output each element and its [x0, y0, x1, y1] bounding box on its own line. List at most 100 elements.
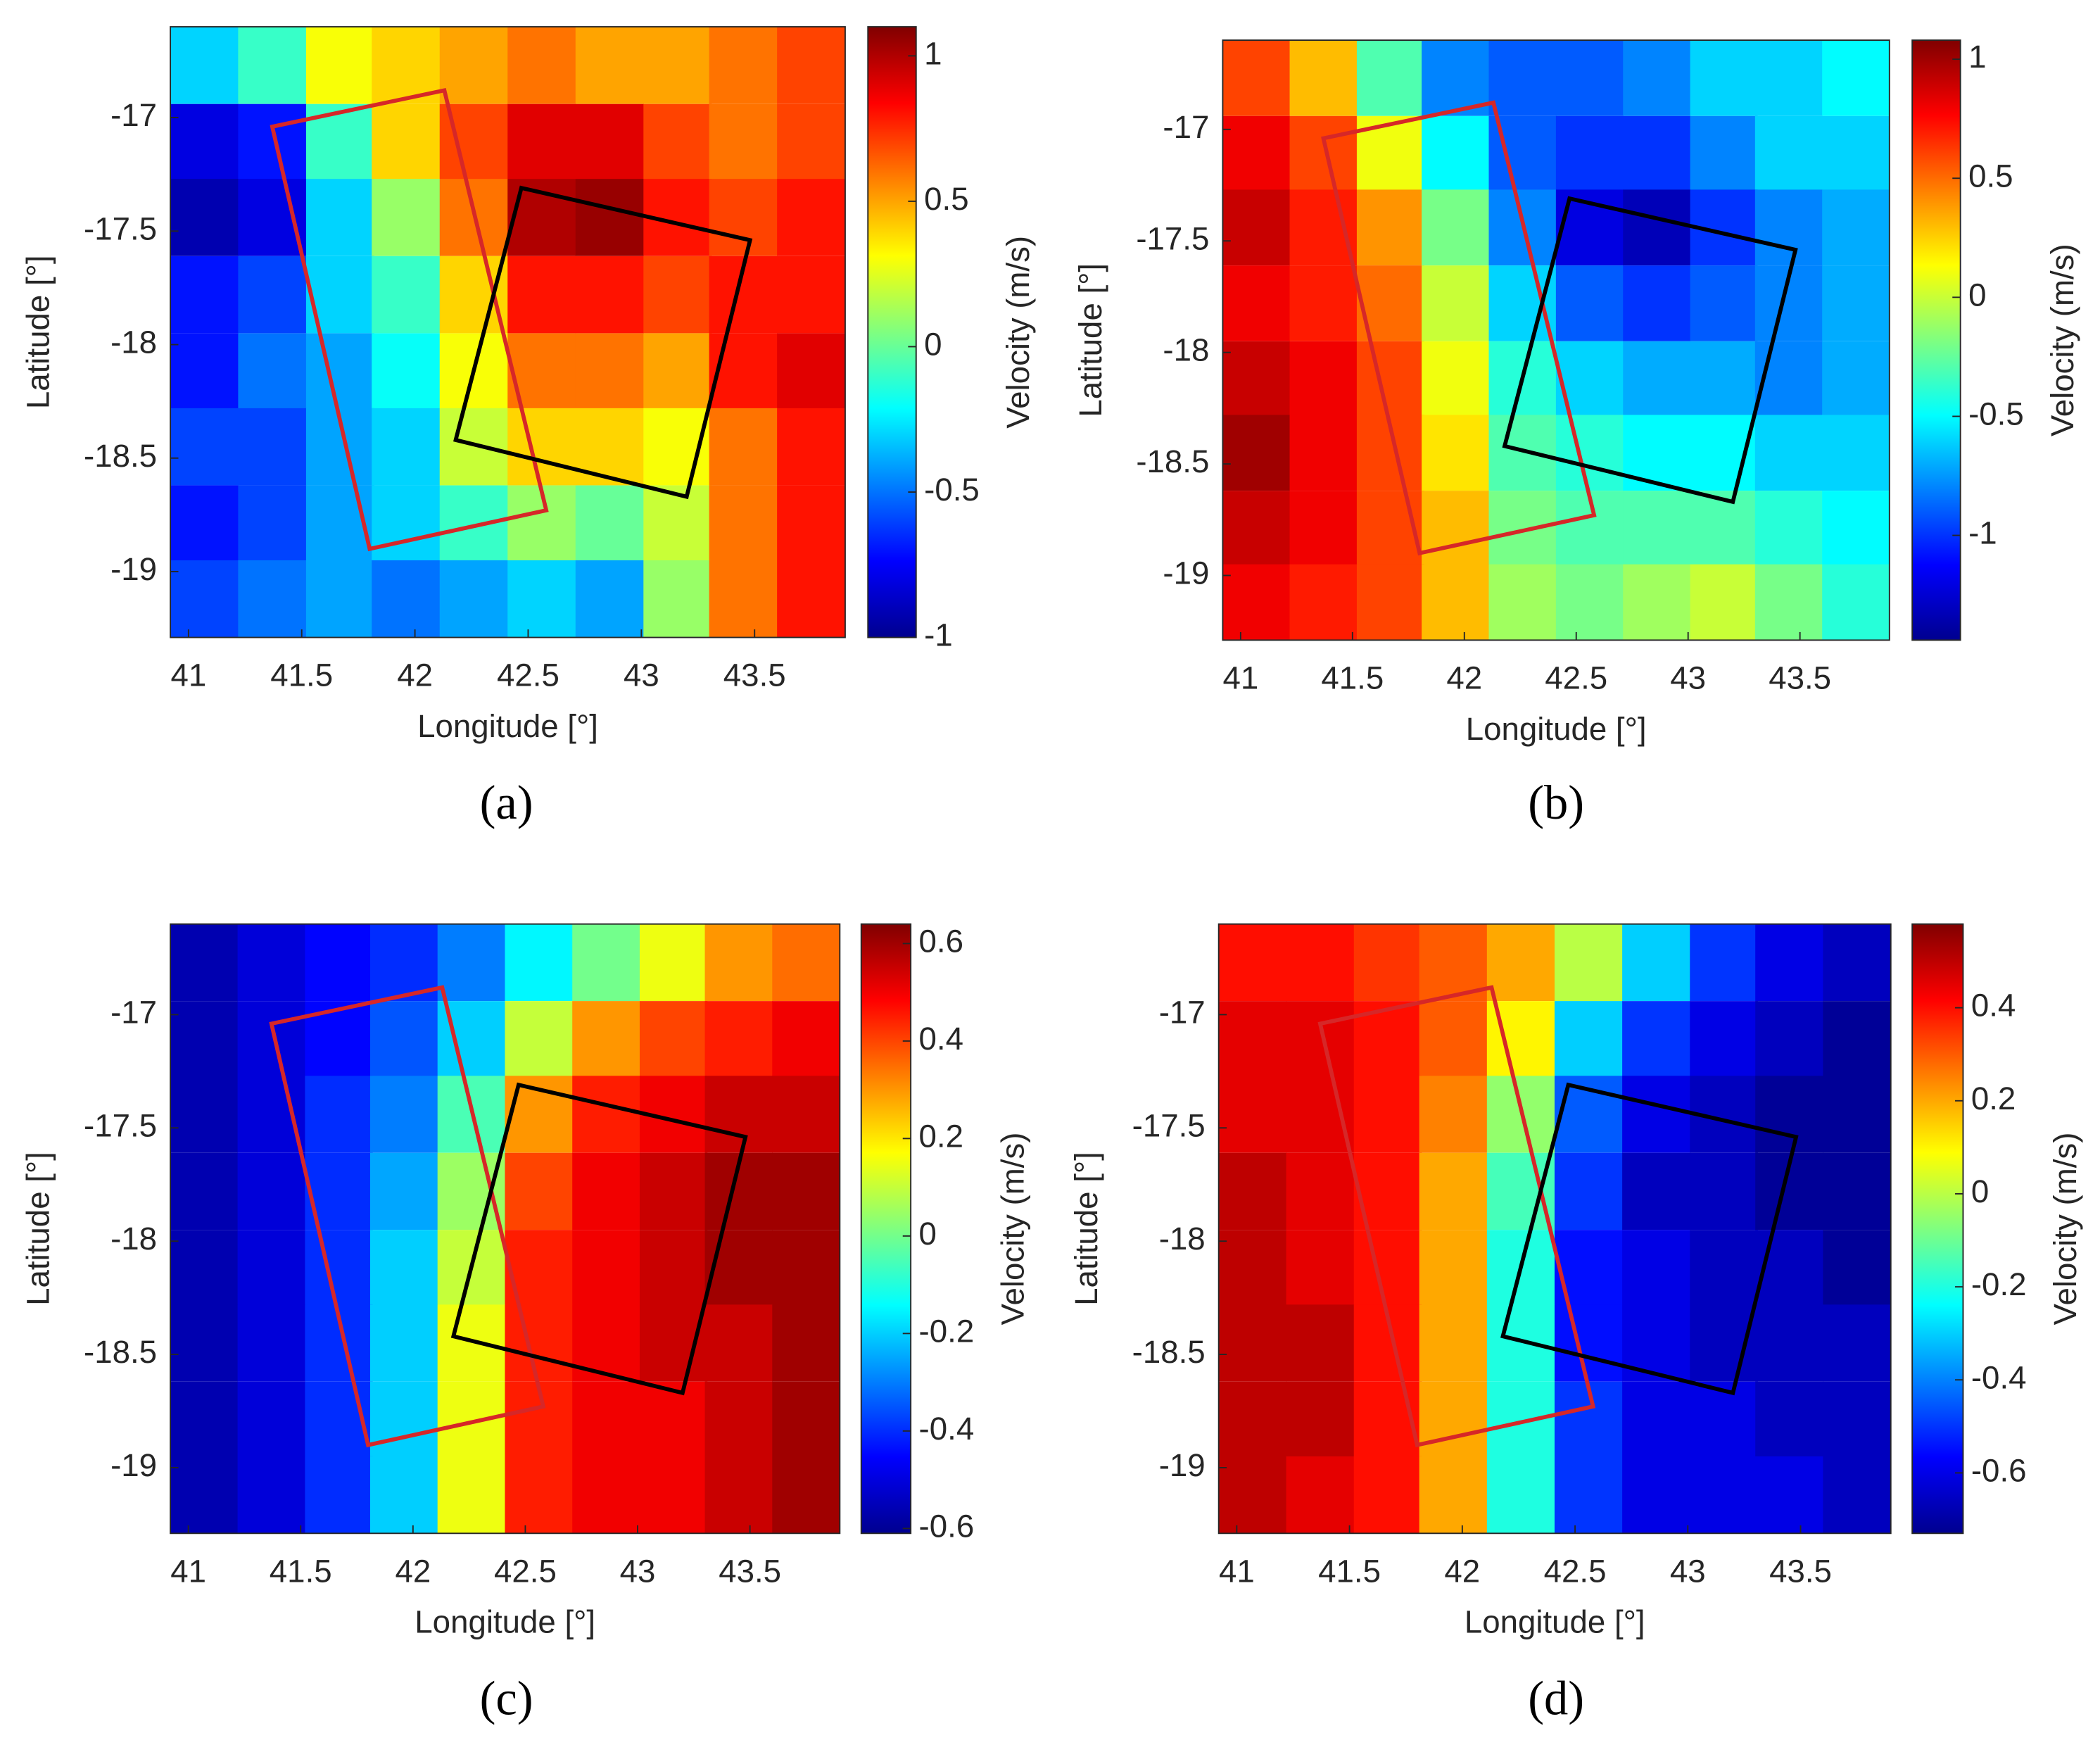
heat-cell — [639, 1152, 708, 1230]
heat-cell — [704, 1304, 773, 1382]
heat-cell — [1419, 1001, 1488, 1078]
heat-cell — [1822, 40, 1890, 116]
heat-cell — [777, 27, 845, 104]
heat-cell — [170, 1381, 239, 1459]
heat-cell — [507, 103, 576, 182]
heat-cell — [238, 179, 307, 256]
heat-cell — [170, 1076, 239, 1153]
heat-cell — [170, 1304, 239, 1382]
heat-cell — [1286, 1076, 1355, 1153]
heat-cell — [1822, 491, 1890, 567]
heat-cell — [238, 103, 307, 182]
heat-cell — [639, 1304, 708, 1382]
heat-cell — [1554, 1304, 1623, 1382]
heat-cell — [1419, 1456, 1488, 1534]
colorbar-tick-label: 0.4 — [1971, 988, 2016, 1024]
heat-cell — [369, 1152, 438, 1230]
heat-cell — [1422, 265, 1489, 341]
heat-cell — [1422, 491, 1489, 567]
heat-cell — [507, 27, 576, 104]
heat-cell — [1822, 115, 1890, 192]
heat-cell — [1289, 40, 1358, 116]
heat-cell — [575, 485, 644, 563]
heat-cell — [1289, 491, 1358, 567]
colorbar-tick-label: 0 — [1968, 277, 1986, 313]
heat-cell — [1286, 1456, 1355, 1534]
heat-cell — [1555, 189, 1624, 266]
heat-cell — [1822, 415, 1890, 491]
heat-cell — [643, 408, 712, 486]
heat-cell — [1822, 341, 1890, 417]
heat-cell — [1622, 1001, 1690, 1078]
heat-cell — [777, 179, 845, 256]
heat-cell — [1754, 415, 1823, 491]
heat-cell — [772, 1381, 840, 1459]
heat-cell — [1755, 1381, 1823, 1459]
heat-cell — [1755, 1230, 1823, 1307]
panel-label: (b) — [1528, 776, 1584, 829]
heat-cell — [709, 27, 778, 104]
heat-cell — [772, 1076, 840, 1153]
heat-cell — [1218, 1381, 1287, 1459]
x-tick-label: 43.5 — [719, 1553, 781, 1589]
colorbar-tick-label: -0.2 — [919, 1313, 975, 1349]
heat-cell — [1488, 564, 1557, 641]
heat-cell — [439, 27, 508, 104]
x-tick-label: 42 — [1446, 660, 1482, 696]
heat-cell — [1690, 1381, 1758, 1459]
heat-cell — [1419, 1304, 1488, 1382]
heat-cell — [1755, 1304, 1823, 1382]
heat-cell — [437, 924, 505, 1002]
heat-cell — [704, 1076, 773, 1153]
heat-cell — [572, 924, 640, 1002]
heat-cell — [709, 103, 778, 182]
heat-cell — [1690, 1152, 1758, 1230]
colorbar-tick-label: 1 — [924, 35, 942, 71]
heat-cell — [1823, 1381, 1891, 1459]
heat-cell — [170, 179, 239, 256]
heat-cell — [1622, 1230, 1690, 1307]
region-outline — [1500, 1082, 1799, 1396]
heat-cell — [1755, 1001, 1823, 1078]
heat-cell — [1218, 1152, 1287, 1230]
x-tick-label: 41.5 — [1321, 660, 1384, 696]
heat-cell — [369, 1076, 438, 1153]
heatmap-cells — [170, 924, 840, 1534]
heat-cell — [1622, 1381, 1690, 1459]
y-tick-label: -17 — [110, 994, 157, 1030]
axes-box — [1222, 39, 1890, 641]
heat-cell — [777, 485, 845, 563]
axes-box — [1217, 923, 1892, 1535]
colorbar-tick-label: 0 — [924, 327, 942, 363]
heat-cell — [507, 408, 576, 486]
y-tick-label: -17 — [1159, 994, 1206, 1030]
heat-cell — [1286, 1001, 1355, 1078]
heat-cell — [237, 1076, 305, 1153]
colorbar-label: Velocity (m/s) — [2044, 244, 2080, 436]
x-tick-label: 42.5 — [497, 657, 559, 693]
heat-cell — [1823, 924, 1891, 1002]
heatmap-cells — [170, 27, 845, 638]
heat-cell — [709, 560, 778, 638]
heat-cell — [709, 333, 778, 411]
x-axis-label: Longitude [°] — [1465, 1604, 1645, 1640]
heat-cell — [575, 560, 644, 638]
heat-cell — [1222, 564, 1291, 641]
heat-cell — [1823, 1001, 1891, 1078]
heat-cell — [1823, 1076, 1891, 1153]
heat-cell — [1823, 1304, 1891, 1382]
y-axis-label: Latitude [°] — [20, 255, 56, 409]
heat-cell — [1554, 1152, 1623, 1230]
heat-cell — [1488, 491, 1557, 567]
heat-cell — [1486, 1304, 1555, 1382]
heat-cell — [1754, 189, 1823, 266]
heat-cell — [772, 1230, 840, 1307]
heat-cell — [709, 408, 778, 486]
heat-cell — [1286, 1230, 1355, 1307]
heat-cell — [505, 1456, 573, 1534]
heat-cell — [369, 924, 438, 1002]
heat-cell — [238, 408, 307, 486]
heat-cell — [572, 1152, 640, 1230]
heat-cell — [1356, 40, 1424, 116]
heat-cell — [507, 256, 576, 334]
